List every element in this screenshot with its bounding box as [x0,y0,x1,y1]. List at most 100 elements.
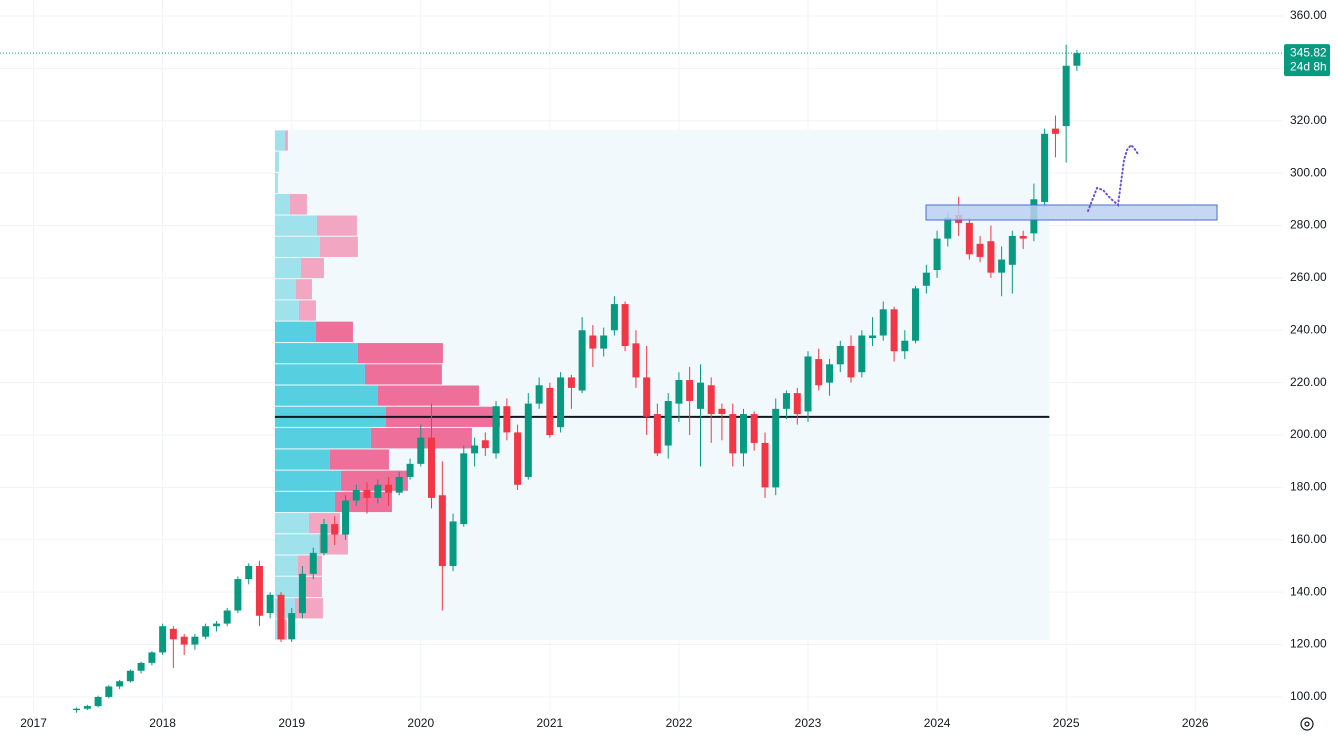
profile-up [274,236,320,257]
x-tick-label: 2022 [666,716,693,730]
settings-icon[interactable] [1300,717,1314,731]
profile-up [274,619,279,640]
candle-body [363,490,371,498]
candles [73,44,1081,713]
candle-body [632,343,640,378]
profile-down [298,300,316,321]
candle-body [438,495,446,566]
y-tick-label: 200.00 [1290,427,1327,441]
last-price-box [1284,44,1330,77]
candle-body [116,681,124,687]
candle-body [836,345,844,365]
candle-body [427,437,435,498]
y-tick-label: 300.00 [1290,165,1327,179]
candle-body [277,594,285,640]
profile-down [302,576,322,598]
candle-body [202,626,210,637]
candle-body [1041,133,1049,202]
axes: 100.00 120.00 140.00 160.00 180.00 200.00 220.… [20,8,1330,730]
volume-profile [274,129,1050,641]
candle-body [169,628,177,640]
profile-area [274,129,1050,641]
candle-body [1051,128,1059,134]
candle-body [298,573,306,614]
profile-up [274,151,279,172]
x-tick-label: 2020 [407,716,434,730]
profile-up [274,321,316,343]
profile-down [316,215,357,236]
x-tick-label: 2019 [278,716,305,730]
y-tick-label: 280.00 [1290,218,1327,232]
candle-body [503,406,511,433]
y-tick-label: 320.00 [1290,113,1327,127]
candle-body [643,377,651,417]
candle-body [847,345,855,378]
candle-body [600,335,608,349]
candle-body [858,335,866,373]
profile-up [274,385,378,406]
projection-path [1087,143,1139,212]
candle-body [589,335,597,349]
profile-up [274,172,278,194]
candle-body [288,613,296,640]
profile-down [300,257,324,279]
y-tick-label: 360.00 [1290,8,1327,22]
x-tick-label: 2024 [924,716,951,730]
y-tick-label: 100.00 [1290,689,1327,703]
candle-body [998,259,1006,273]
candle-body [922,272,930,286]
candle-body [879,309,887,336]
candle-body [826,364,834,383]
candle-body [890,309,898,352]
y-tick-label: 240.00 [1290,322,1327,336]
profile-up [274,364,365,385]
candle-body [245,565,253,580]
y-tick-label: 120.00 [1290,637,1327,651]
candle-body [223,610,231,624]
profile-down [377,385,479,406]
candle-body [782,393,790,409]
profile-up [274,555,298,576]
candle-body [772,408,780,488]
profile-up [274,279,296,300]
candle-body [180,636,188,645]
candle-body [406,463,414,477]
profile-up [274,300,299,321]
price-axis [1283,0,1337,737]
candle-body [342,500,350,535]
candle-body [1019,235,1027,239]
y-tick-label: 160.00 [1290,532,1327,546]
candle-body [610,304,618,331]
x-tick-label: 2021 [537,716,564,730]
profile-down [289,194,307,215]
candle-body [804,356,812,412]
candle-body [159,626,167,653]
candle-body [374,484,382,498]
candle-body [83,706,91,709]
candle-body [675,380,683,404]
x-tick-label: 2017 [20,716,47,730]
candle-body [965,222,973,255]
profile-up [274,576,303,598]
candle-body [1073,53,1081,66]
y-tick-label: 180.00 [1290,480,1327,494]
candle-body [73,708,81,711]
candle-body [686,380,694,401]
candle-body [191,636,199,645]
profile-up [274,194,290,215]
candle-body [255,565,263,616]
profile-up [274,513,309,534]
candle-body [514,432,522,485]
candle-body [266,594,274,614]
candle-body [1008,235,1016,265]
last-price-label: 345.82 [1290,45,1327,59]
profile-up [274,257,301,279]
candle-body [524,403,532,477]
candle-body [557,377,565,428]
candle-body [417,437,425,464]
candle-body [481,440,489,449]
candle-body [976,243,984,257]
candle-body [395,476,403,493]
candle-body [621,304,629,346]
